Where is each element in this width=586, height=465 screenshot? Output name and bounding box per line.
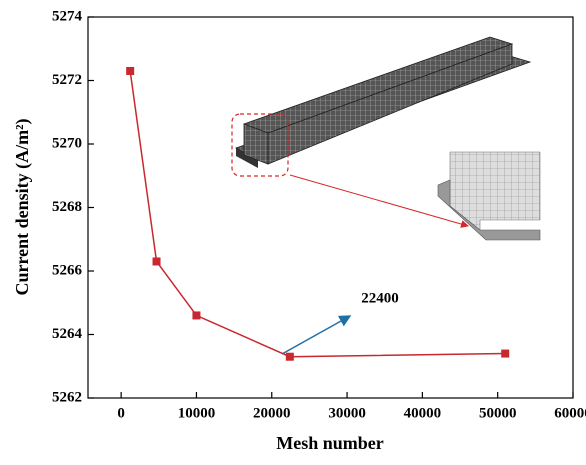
x-tick-label: 20000 xyxy=(253,405,291,421)
x-tick-label: 50000 xyxy=(479,405,517,421)
y-tick-label: 5266 xyxy=(52,262,83,278)
y-tick-label: 5262 xyxy=(52,389,82,405)
y-tick-label: 5270 xyxy=(52,135,82,151)
annotation-arrow xyxy=(282,316,350,354)
y-axis-label: Current density (A/m²) xyxy=(12,118,33,295)
data-point xyxy=(501,350,509,358)
x-tick-label: 60000 xyxy=(554,405,586,421)
chart: 22400 Mesh number Current density (A/m²)… xyxy=(0,0,586,460)
x-tick-label: 30000 xyxy=(328,405,366,421)
x-tick-label: 40000 xyxy=(404,405,442,421)
annotation: 22400 xyxy=(361,290,399,306)
x-tick-label: 0 xyxy=(117,405,125,421)
data-point xyxy=(286,353,294,361)
data-point xyxy=(126,67,134,75)
y-tick-label: 5268 xyxy=(52,199,82,215)
x-tick-label: 10000 xyxy=(178,405,216,421)
y-tick-label: 5264 xyxy=(52,326,83,342)
x-axis-label: Mesh number xyxy=(276,433,384,453)
data-point xyxy=(153,257,161,265)
inset-model xyxy=(232,37,540,240)
y-tick-label: 5274 xyxy=(52,8,83,24)
y-tick-label: 5272 xyxy=(52,72,82,88)
data-point xyxy=(192,311,200,319)
